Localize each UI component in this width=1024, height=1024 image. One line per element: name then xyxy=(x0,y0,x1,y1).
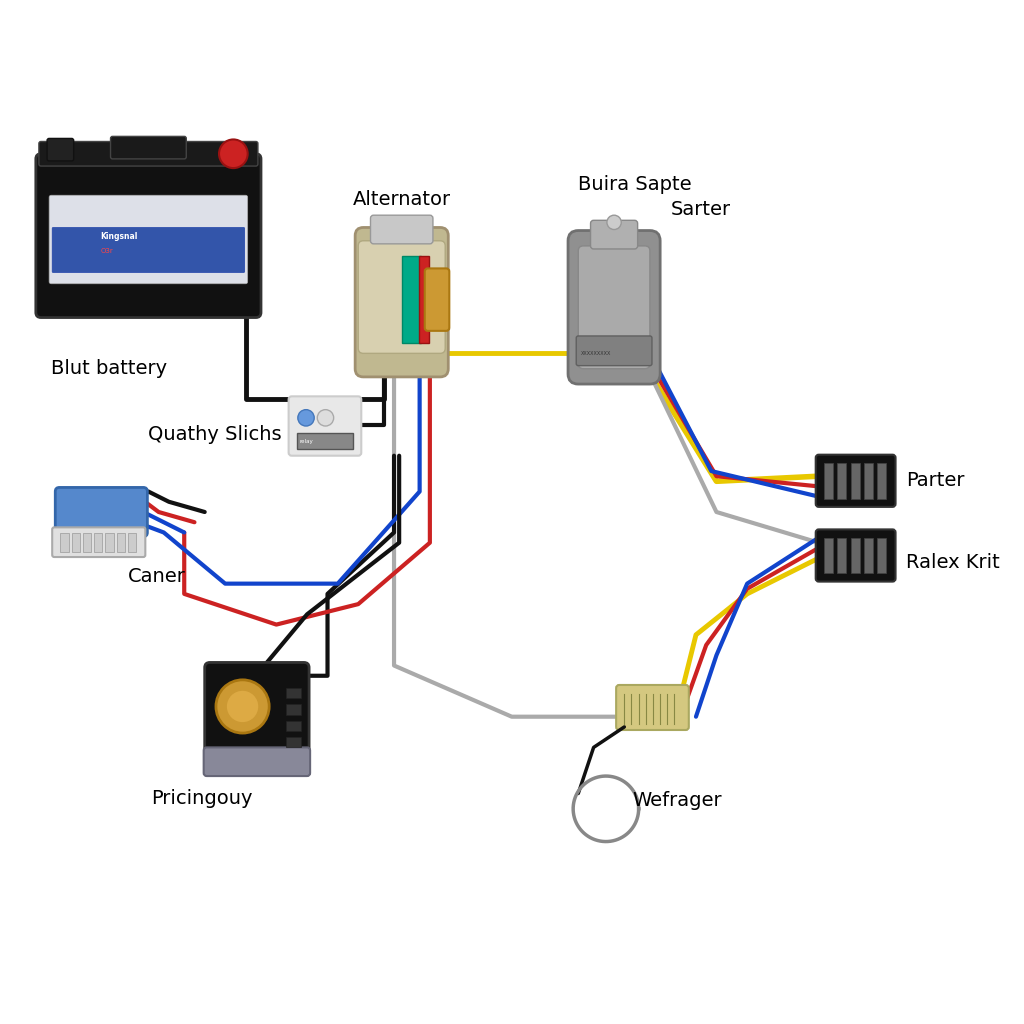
Bar xyxy=(117,534,125,552)
FancyBboxPatch shape xyxy=(419,256,429,343)
Text: relay: relay xyxy=(300,439,313,444)
Bar xyxy=(878,463,887,499)
Bar xyxy=(851,463,860,499)
FancyBboxPatch shape xyxy=(297,433,353,449)
FancyBboxPatch shape xyxy=(591,220,638,249)
FancyBboxPatch shape xyxy=(402,256,421,343)
Bar xyxy=(83,534,91,552)
FancyBboxPatch shape xyxy=(36,154,261,317)
Bar xyxy=(838,538,847,573)
FancyBboxPatch shape xyxy=(371,215,433,244)
FancyBboxPatch shape xyxy=(204,748,310,776)
Text: Alternator: Alternator xyxy=(353,190,452,209)
FancyBboxPatch shape xyxy=(49,196,248,284)
Text: Caner: Caner xyxy=(128,566,185,586)
Bar xyxy=(105,534,114,552)
Bar xyxy=(824,538,834,573)
Bar xyxy=(824,463,834,499)
Bar xyxy=(838,463,847,499)
Bar xyxy=(72,534,80,552)
Bar xyxy=(286,721,301,731)
Circle shape xyxy=(317,410,334,426)
Text: Sarter: Sarter xyxy=(671,200,730,219)
FancyBboxPatch shape xyxy=(579,246,650,369)
FancyBboxPatch shape xyxy=(577,336,652,366)
FancyBboxPatch shape xyxy=(816,455,896,507)
Text: Quathy Slichs: Quathy Slichs xyxy=(148,425,282,444)
FancyBboxPatch shape xyxy=(52,227,245,272)
Circle shape xyxy=(607,215,622,229)
Circle shape xyxy=(226,690,259,723)
Text: Pricingouy: Pricingouy xyxy=(152,788,253,808)
Bar xyxy=(94,534,102,552)
Bar xyxy=(286,688,301,698)
FancyBboxPatch shape xyxy=(355,227,449,377)
FancyBboxPatch shape xyxy=(816,529,896,582)
Circle shape xyxy=(219,139,248,168)
Bar xyxy=(60,534,69,552)
Circle shape xyxy=(216,680,269,733)
Bar xyxy=(286,705,301,715)
FancyBboxPatch shape xyxy=(47,138,74,161)
FancyBboxPatch shape xyxy=(52,527,145,557)
Bar xyxy=(286,737,301,748)
Text: Kingsnal: Kingsnal xyxy=(100,231,137,241)
FancyBboxPatch shape xyxy=(425,268,450,331)
FancyBboxPatch shape xyxy=(111,136,186,159)
Text: Blut battery: Blut battery xyxy=(51,358,167,378)
Text: Buira Sapte: Buira Sapte xyxy=(579,175,692,194)
Bar xyxy=(864,538,873,573)
Bar xyxy=(128,534,136,552)
Text: Parter: Parter xyxy=(906,471,965,490)
FancyBboxPatch shape xyxy=(55,487,147,537)
Bar xyxy=(864,463,873,499)
Bar xyxy=(878,538,887,573)
FancyBboxPatch shape xyxy=(358,241,445,353)
FancyBboxPatch shape xyxy=(616,685,689,730)
Text: Ralex Krit: Ralex Krit xyxy=(906,553,999,572)
Text: O3r: O3r xyxy=(100,248,113,254)
FancyBboxPatch shape xyxy=(568,230,660,384)
Circle shape xyxy=(298,410,314,426)
Bar xyxy=(851,538,860,573)
FancyBboxPatch shape xyxy=(205,663,309,760)
Text: Wefrager: Wefrager xyxy=(633,791,722,810)
FancyBboxPatch shape xyxy=(39,141,258,166)
FancyBboxPatch shape xyxy=(289,396,361,456)
Text: XXXXXXXXX: XXXXXXXXX xyxy=(582,351,611,356)
